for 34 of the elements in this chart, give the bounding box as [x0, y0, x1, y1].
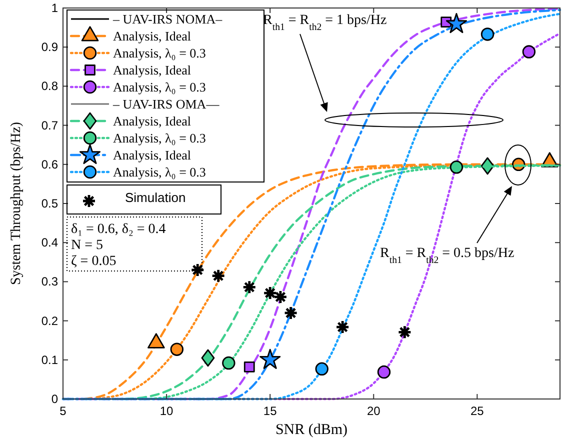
annotation: – UAV-IRS NOMA– [112, 12, 223, 26]
annotation: R$_{th1}$ = R$_{th2}$ = 1 bps/Hz [263, 13, 387, 32]
y-tick-label: 1 [51, 1, 58, 15]
x-axis-title: SNR (dBm) [275, 422, 348, 438]
y-tick-label: 0.7 [41, 118, 58, 132]
annotation: ζ = 0.05 [71, 254, 116, 269]
legend-label: Analysis, Ideal [113, 28, 192, 44]
y-tick-label: 0.9 [41, 40, 58, 54]
y-tick-label: 0.8 [41, 79, 58, 94]
y-tick-label: 0.5 [41, 196, 58, 210]
legend-label: Analysis, λ₀ = 0.3 [113, 46, 206, 60]
y-tick-label: 0.4 [41, 236, 58, 250]
y-tick-label: 0 [51, 392, 58, 406]
legend-label: Simulation [125, 190, 186, 205]
annotation: δ₁ = 0.6, δ₂ = 0.4 [71, 222, 166, 237]
y-tick-label: 0.1 [41, 352, 58, 367]
x-tick-label: 15 [263, 404, 278, 418]
y-axis-title: System Throughput (bps/Hz) [9, 122, 24, 286]
x-tick-label: 5 [60, 404, 67, 418]
y-tick-label: 0.6 [41, 157, 58, 172]
legend-label: Analysis, λ₀ = 0.3 [113, 80, 206, 94]
annotation: N = 5 [71, 238, 104, 253]
annotation: R$_{th1}$ = R$_{th2}$ = 0.5 bps/Hz [380, 246, 514, 266]
legend-label: Analysis, λ₀ = 0.3 [113, 164, 206, 180]
x-tick-label: 10 [160, 404, 174, 418]
x-tick-label: 20 [366, 404, 381, 418]
legend-label: Analysis, Ideal [113, 114, 192, 128]
x-tick-label: 25 [470, 404, 484, 418]
legend-label: Analysis, λ₀ = 0.3 [113, 130, 206, 146]
annotation: – UAV-IRS OMA— [112, 96, 220, 112]
legend-label: Analysis, Ideal [113, 62, 192, 78]
y-tick-label: 0.3 [41, 274, 58, 289]
y-tick-label: 0.2 [41, 314, 58, 328]
legend-label: Analysis, Ideal [113, 148, 192, 162]
